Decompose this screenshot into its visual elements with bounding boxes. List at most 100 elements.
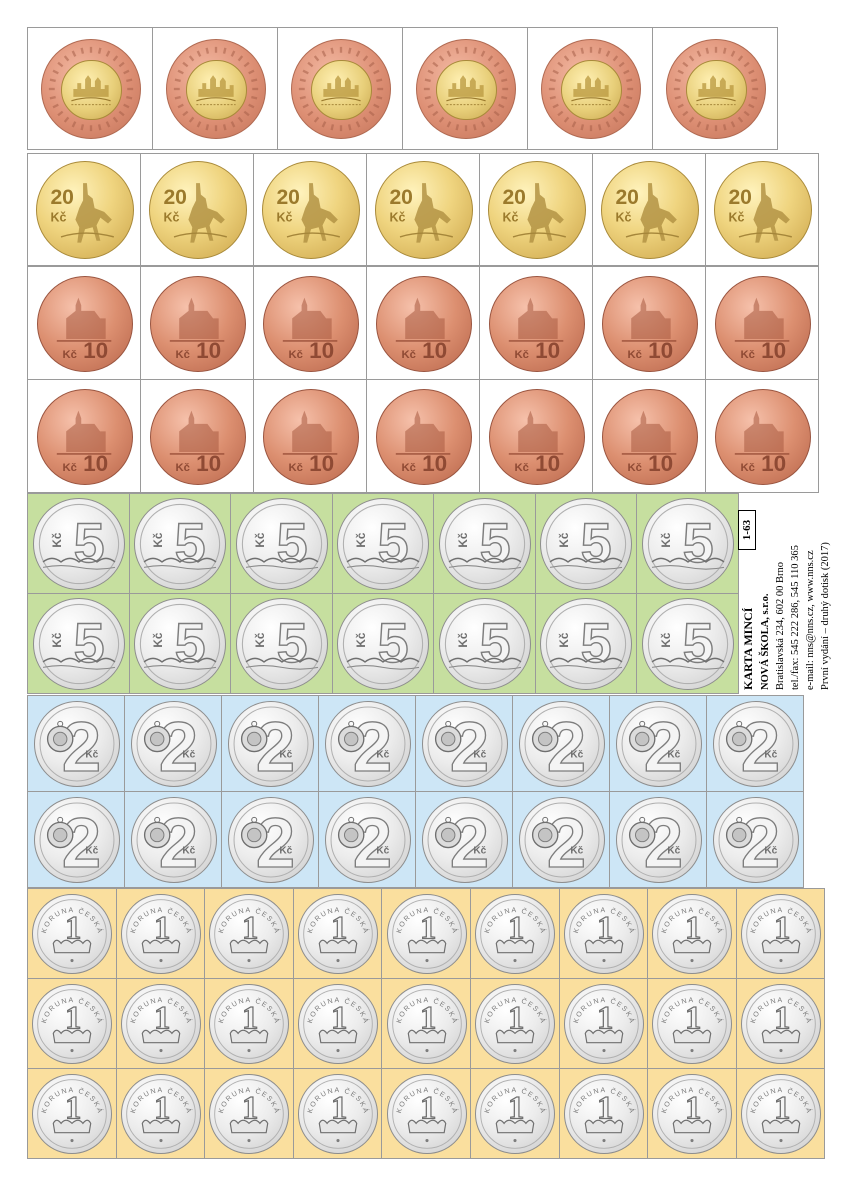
coin-1-coin[interactable]: 1 KORUNA ČESKÁ xyxy=(120,984,201,1064)
coin-2-row-cell[interactable]: 2 Kč xyxy=(415,695,513,792)
coin-20-coin[interactable]: 20 Kč xyxy=(261,161,360,259)
coin-20-coin[interactable]: 20 Kč xyxy=(35,161,134,259)
coin-10-coin[interactable]: 10 Kč xyxy=(714,388,811,485)
coin-1-row-cell[interactable]: 1 KORUNA ČESKÁ xyxy=(204,888,294,979)
coin-5-coin[interactable]: 5 Kč xyxy=(641,498,734,590)
coin-20-coin[interactable]: 20 Kč xyxy=(148,161,247,259)
coin-1-coin[interactable]: 1 KORUNA ČESKÁ xyxy=(209,984,290,1064)
coin-50-row-cell[interactable] xyxy=(27,27,153,150)
coin-2-row-cell[interactable]: 2 Kč xyxy=(318,695,416,792)
coin-1-row-cell[interactable]: 1 KORUNA ČESKÁ xyxy=(558,978,649,1069)
coin-2-row-cell[interactable]: 2 Kč xyxy=(221,791,319,888)
coin-2-row-cell[interactable]: 2 Kč xyxy=(609,695,707,792)
coin-1-coin[interactable]: 1 KORUNA ČESKÁ xyxy=(741,984,822,1064)
coin-2-coin[interactable]: 2 Kč xyxy=(33,701,120,787)
coin-10-coin[interactable]: 10 Kč xyxy=(149,388,246,485)
coin-2-row-cell[interactable]: 2 Kč xyxy=(706,695,804,792)
coin-20-row-cell[interactable]: 20 Kč xyxy=(140,153,254,266)
coin-20-row-cell[interactable]: 20 Kč xyxy=(592,153,706,266)
coin-1-coin[interactable]: 1 KORUNA ČESKÁ xyxy=(741,1074,822,1154)
coin-10-coin[interactable]: 10 Kč xyxy=(262,275,359,372)
coin-1-coin[interactable]: 1 KORUNA ČESKÁ xyxy=(563,984,644,1064)
coin-2-coin[interactable]: 2 Kč xyxy=(712,797,799,883)
coin-5-coin[interactable]: 5 Kč xyxy=(235,598,328,690)
coin-1-coin[interactable]: 1 KORUNA ČESKÁ xyxy=(120,894,201,974)
coin-1-coin[interactable]: 1 KORUNA ČESKÁ xyxy=(32,984,113,1064)
coin-2-row-cell[interactable]: 2 Kč xyxy=(318,791,416,888)
coin-1-coin[interactable]: 1 KORUNA ČESKÁ xyxy=(652,894,733,974)
coin-5-row-cell[interactable]: 5 Kč xyxy=(230,593,333,694)
coin-5-row-cell[interactable]: 5 Kč xyxy=(128,493,231,594)
coin-10-row-cell[interactable]: 10 Kč xyxy=(253,266,367,380)
coin-2-row-cell[interactable]: 2 Kč xyxy=(706,791,804,888)
coin-2-coin[interactable]: 2 Kč xyxy=(712,701,799,787)
coin-2-coin[interactable]: 2 Kč xyxy=(227,797,314,883)
coin-1-row-cell[interactable]: 1 KORUNA ČESKÁ xyxy=(735,888,826,979)
coin-10-coin[interactable]: 10 Kč xyxy=(36,275,133,372)
coin-1-coin[interactable]: 1 KORUNA ČESKÁ xyxy=(563,1074,644,1154)
coin-1-row-cell[interactable]: 1 KORUNA ČESKÁ xyxy=(735,978,826,1069)
coin-1-row-cell[interactable]: 1 KORUNA ČESKÁ xyxy=(558,1068,649,1159)
coin-5-coin[interactable]: 5 Kč xyxy=(134,498,227,590)
coin-5-row-cell[interactable]: 5 Kč xyxy=(331,593,434,694)
coin-5-coin[interactable]: 5 Kč xyxy=(32,498,125,590)
coin-20-coin[interactable]: 20 Kč xyxy=(600,161,699,259)
coin-1-row-cell[interactable]: 1 KORUNA ČESKÁ xyxy=(470,1068,560,1159)
coin-1-coin[interactable]: 1 KORUNA ČESKÁ xyxy=(298,1074,379,1154)
coin-5-coin[interactable]: 5 Kč xyxy=(337,598,430,690)
coin-5-coin[interactable]: 5 Kč xyxy=(438,598,531,690)
coin-10-row-cell[interactable]: 10 Kč xyxy=(366,379,480,493)
coin-5-coin[interactable]: 5 Kč xyxy=(32,598,125,690)
coin-1-coin[interactable]: 1 KORUNA ČESKÁ xyxy=(652,984,733,1064)
coin-5-coin[interactable]: 5 Kč xyxy=(641,598,734,690)
coin-50-row-cell[interactable] xyxy=(402,27,528,150)
coin-2-coin[interactable]: 2 Kč xyxy=(227,701,314,787)
coin-1-coin[interactable]: 1 KORUNA ČESKÁ xyxy=(209,1074,290,1154)
coin-50-row-cell[interactable] xyxy=(277,27,403,150)
coin-1-row-cell[interactable]: 1 KORUNA ČESKÁ xyxy=(204,978,294,1069)
coin-2-row-cell[interactable]: 2 Kč xyxy=(124,695,222,792)
coin-1-row-cell[interactable]: 1 KORUNA ČESKÁ xyxy=(27,978,117,1069)
coin-5-row-cell[interactable]: 5 Kč xyxy=(128,593,231,694)
coin-1-row-cell[interactable]: 1 KORUNA ČESKÁ xyxy=(381,888,471,979)
coin-2-coin[interactable]: 2 Kč xyxy=(130,701,217,787)
coin-5-row-cell[interactable]: 5 Kč xyxy=(433,593,536,694)
coin-5-row-cell[interactable]: 5 Kč xyxy=(27,493,130,594)
coin-2-coin[interactable]: 2 Kč xyxy=(518,797,605,883)
coin-1-coin[interactable]: 1 KORUNA ČESKÁ xyxy=(386,1074,467,1154)
coin-1-row-cell[interactable]: 1 KORUNA ČESKÁ xyxy=(381,1068,471,1159)
coin-5-row-cell[interactable]: 5 Kč xyxy=(230,493,333,594)
coin-10-coin[interactable]: 10 Kč xyxy=(149,275,246,372)
coin-5-row-cell[interactable]: 5 Kč xyxy=(27,593,130,694)
coin-50-coin[interactable] xyxy=(290,39,391,139)
coin-2-row-cell[interactable]: 2 Kč xyxy=(27,791,125,888)
coin-2-row-cell[interactable]: 2 Kč xyxy=(512,695,610,792)
coin-10-coin[interactable]: 10 Kč xyxy=(488,275,585,372)
coin-1-row-cell[interactable]: 1 KORUNA ČESKÁ xyxy=(292,978,383,1069)
coin-5-row-cell[interactable]: 5 Kč xyxy=(636,493,739,594)
coin-10-coin[interactable]: 10 Kč xyxy=(375,388,472,485)
coin-10-row-cell[interactable]: 10 Kč xyxy=(366,266,480,380)
coin-50-coin[interactable] xyxy=(665,39,766,139)
coin-2-row-cell[interactable]: 2 Kč xyxy=(221,695,319,792)
coin-10-row-cell[interactable]: 10 Kč xyxy=(140,266,254,380)
coin-1-coin[interactable]: 1 KORUNA ČESKÁ xyxy=(563,894,644,974)
coin-1-coin[interactable]: 1 KORUNA ČESKÁ xyxy=(475,1074,556,1154)
coin-1-coin[interactable]: 1 KORUNA ČESKÁ xyxy=(298,984,379,1064)
coin-10-row-cell[interactable]: 10 Kč xyxy=(479,266,593,380)
coin-1-coin[interactable]: 1 KORUNA ČESKÁ xyxy=(386,984,467,1064)
coin-10-coin[interactable]: 10 Kč xyxy=(36,388,133,485)
coin-1-row-cell[interactable]: 1 KORUNA ČESKÁ xyxy=(470,888,560,979)
coin-10-row-cell[interactable]: 10 Kč xyxy=(705,266,819,380)
coin-5-row-cell[interactable]: 5 Kč xyxy=(534,493,637,594)
coin-5-row-cell[interactable]: 5 Kč xyxy=(331,493,434,594)
coin-2-coin[interactable]: 2 Kč xyxy=(615,701,702,787)
coin-1-coin[interactable]: 1 KORUNA ČESKÁ xyxy=(32,1074,113,1154)
coin-2-row-cell[interactable]: 2 Kč xyxy=(512,791,610,888)
coin-10-row-cell[interactable]: 10 Kč xyxy=(705,379,819,493)
coin-10-row-cell[interactable]: 10 Kč xyxy=(253,379,367,493)
coin-10-row-cell[interactable]: 10 Kč xyxy=(27,379,141,493)
coin-1-coin[interactable]: 1 KORUNA ČESKÁ xyxy=(652,1074,733,1154)
coin-5-row-cell[interactable]: 5 Kč xyxy=(636,593,739,694)
coin-1-coin[interactable]: 1 KORUNA ČESKÁ xyxy=(32,894,113,974)
